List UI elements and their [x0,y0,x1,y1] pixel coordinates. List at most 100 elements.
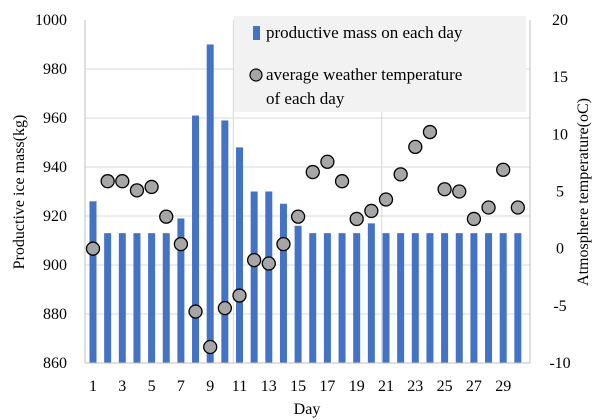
bar-day-1 [89,201,97,363]
x-tick-label: 1 [89,378,97,395]
y-right-tick-label: 5 [556,184,564,201]
bar-day-16 [309,233,317,363]
y-axis-right-title: Atmosphere temperature(oC) [575,98,592,286]
x-tick-label: 5 [148,378,156,395]
bar-day-22 [397,233,405,363]
temperature-point-day-19 [349,211,364,227]
temperature-point-day-16 [305,164,320,180]
bar-day-30 [514,233,522,363]
bar-day-29 [499,233,507,363]
x-tick-label: 21 [378,378,394,395]
x-tick-label: 9 [206,378,214,395]
y-left-tick-label: 860 [43,355,67,372]
bar-day-28 [485,233,493,363]
bar-day-8 [192,115,200,363]
temperature-point-day-24 [422,124,438,140]
bar-day-10 [221,120,229,363]
temperature-point-day-26 [452,184,467,199]
bar-day-24 [426,233,434,363]
y-right-tick-label: 10 [552,126,568,143]
legend-bar-label: productive mass on each day [266,23,463,42]
x-tick-label: 27 [466,378,482,395]
temperature-point-day-22 [393,167,408,182]
x-tick-label: 3 [118,378,126,395]
bar-day-11 [236,147,243,363]
bar-day-9 [206,44,214,363]
x-tick-label: 23 [407,378,423,395]
bar-day-15 [294,225,302,363]
y-left-tick-label: 920 [43,208,67,225]
temperature-point-day-6 [159,209,174,224]
y-right-tick-label: 20 [552,12,568,29]
x-tick-label: 29 [495,378,511,395]
x-tick-label: 11 [232,378,247,395]
bar-day-13 [265,191,273,363]
temperature-point-day-12 [246,252,262,268]
bar-day-25 [441,233,449,363]
temperature-point-day-30 [510,200,525,215]
legend-marker-label-line-2: of each day [266,89,345,108]
y-left-tick-label: 960 [43,110,67,127]
bar-day-23 [411,233,419,363]
x-tick-label: 7 [177,378,185,395]
temperature-point-day-25 [437,182,452,197]
temperature-point-day-27 [466,211,482,227]
bar-day-17 [323,233,331,363]
x-tick-label: 19 [349,378,365,395]
bar-day-20 [367,223,375,363]
bar-day-2 [104,233,112,363]
y-left-tick-label: 900 [43,257,67,274]
temperature-point-day-15 [290,209,306,224]
legend-marker-label-line-1: average weather temperature [266,65,462,84]
bar-day-19 [353,233,361,363]
legend-marker-swatch [249,68,263,82]
temperature-point-day-17 [320,154,335,169]
legend: productive mass on each day average weat… [234,16,526,112]
temperature-point-day-4 [129,183,145,198]
y-right-tick-label: 0 [556,241,564,258]
x-tick-label: 17 [319,378,335,395]
axis-layer [84,20,531,364]
y-right-tick-label: 15 [552,69,568,86]
marker-layer [85,124,525,355]
bar-day-6 [162,233,170,363]
bar-day-7 [177,218,185,363]
temperature-point-day-13 [261,256,276,271]
x-axis-title: Day [294,401,321,418]
y-left-tick-label: 940 [43,159,67,176]
temperature-point-day-23 [408,139,423,155]
temperature-point-day-20 [364,203,379,219]
temperature-point-day-5 [144,179,159,195]
y-axis-left-title: Productive ice mass(kg) [11,115,28,270]
temperature-point-day-9 [203,339,218,355]
temperature-point-day-14 [276,236,291,252]
bar-day-14 [279,203,287,363]
bar-day-3 [118,233,126,363]
bar-day-26 [455,233,463,363]
temperature-point-day-8 [188,304,203,319]
x-tick-label: 13 [261,378,277,395]
temperature-point-day-28 [481,200,496,215]
temperature-point-day-2 [100,174,115,189]
bar-day-5 [148,233,156,363]
temperature-point-day-1 [85,241,101,256]
temperature-point-day-29 [496,162,511,177]
x-tick-label: 15 [290,378,306,395]
temperature-point-day-11 [232,288,247,303]
y-left-tick-label: 880 [43,306,67,323]
temperature-point-day-21 [378,192,394,207]
x-tick-label: 25 [437,378,453,395]
temperature-point-day-10 [217,300,233,316]
legend-bar-swatch [253,26,260,40]
legend-background [234,16,526,112]
temperature-point-day-3 [115,174,130,189]
bar-day-4 [133,233,141,363]
y-left-tick-label: 1000 [35,12,67,29]
y-left-tick-label: 980 [43,61,67,78]
bar-day-21 [382,233,390,363]
temperature-point-day-18 [334,174,350,189]
bar-layer [89,44,522,363]
